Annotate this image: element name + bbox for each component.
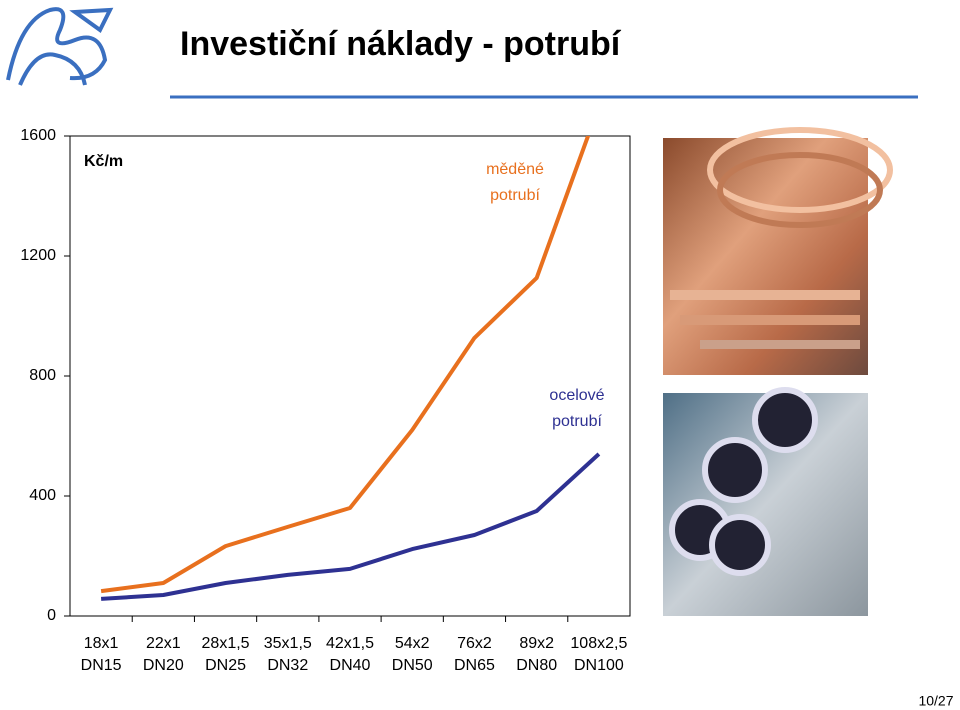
x-tick-label: 89x2 bbox=[519, 635, 554, 652]
x-tick-label: DN25 bbox=[205, 657, 246, 674]
series-line bbox=[100, 136, 591, 594]
y-tick-label: 0 bbox=[47, 607, 56, 624]
page-number: 10/27 bbox=[918, 693, 953, 709]
x-tick-label: 35x1,5 bbox=[264, 635, 312, 652]
x-tick-label: DN80 bbox=[516, 657, 557, 674]
x-tick-label: 22x1 bbox=[146, 635, 181, 652]
steel-photo bbox=[663, 387, 868, 616]
y-tick-label: 1200 bbox=[20, 247, 56, 264]
series-label: potrubí bbox=[552, 413, 602, 430]
x-tick-label: DN50 bbox=[392, 657, 433, 674]
x-tick-label: DN32 bbox=[267, 657, 308, 674]
series-label: měděné bbox=[486, 161, 544, 178]
y-tick-label: 1600 bbox=[20, 127, 56, 144]
unit-label: Kč/m bbox=[84, 153, 123, 170]
copper-photo bbox=[663, 127, 893, 375]
y-tick-label: 800 bbox=[29, 367, 56, 384]
x-tick-label: 42x1,5 bbox=[326, 635, 374, 652]
slide-title: Investiční náklady - potrubí bbox=[180, 25, 622, 63]
logo bbox=[6, 7, 114, 86]
series-line bbox=[100, 452, 601, 601]
x-tick-label: 76x2 bbox=[457, 635, 492, 652]
x-tick-label: DN20 bbox=[143, 657, 184, 674]
y-tick-label: 400 bbox=[29, 487, 56, 504]
x-tick-label: DN100 bbox=[574, 657, 624, 674]
x-tick-label: DN15 bbox=[81, 657, 122, 674]
series-label: potrubí bbox=[490, 187, 540, 204]
x-tick-label: 54x2 bbox=[395, 635, 430, 652]
x-tick-label: 18x1 bbox=[84, 635, 119, 652]
series-label: ocelové bbox=[549, 387, 604, 404]
x-tick-label: 28x1,5 bbox=[202, 635, 250, 652]
x-tick-label: DN65 bbox=[454, 657, 495, 674]
x-tick-label: 108x2,5 bbox=[570, 635, 627, 652]
plot-frame bbox=[69, 135, 631, 617]
plot-area bbox=[100, 136, 601, 601]
x-tick-label: DN40 bbox=[330, 657, 371, 674]
